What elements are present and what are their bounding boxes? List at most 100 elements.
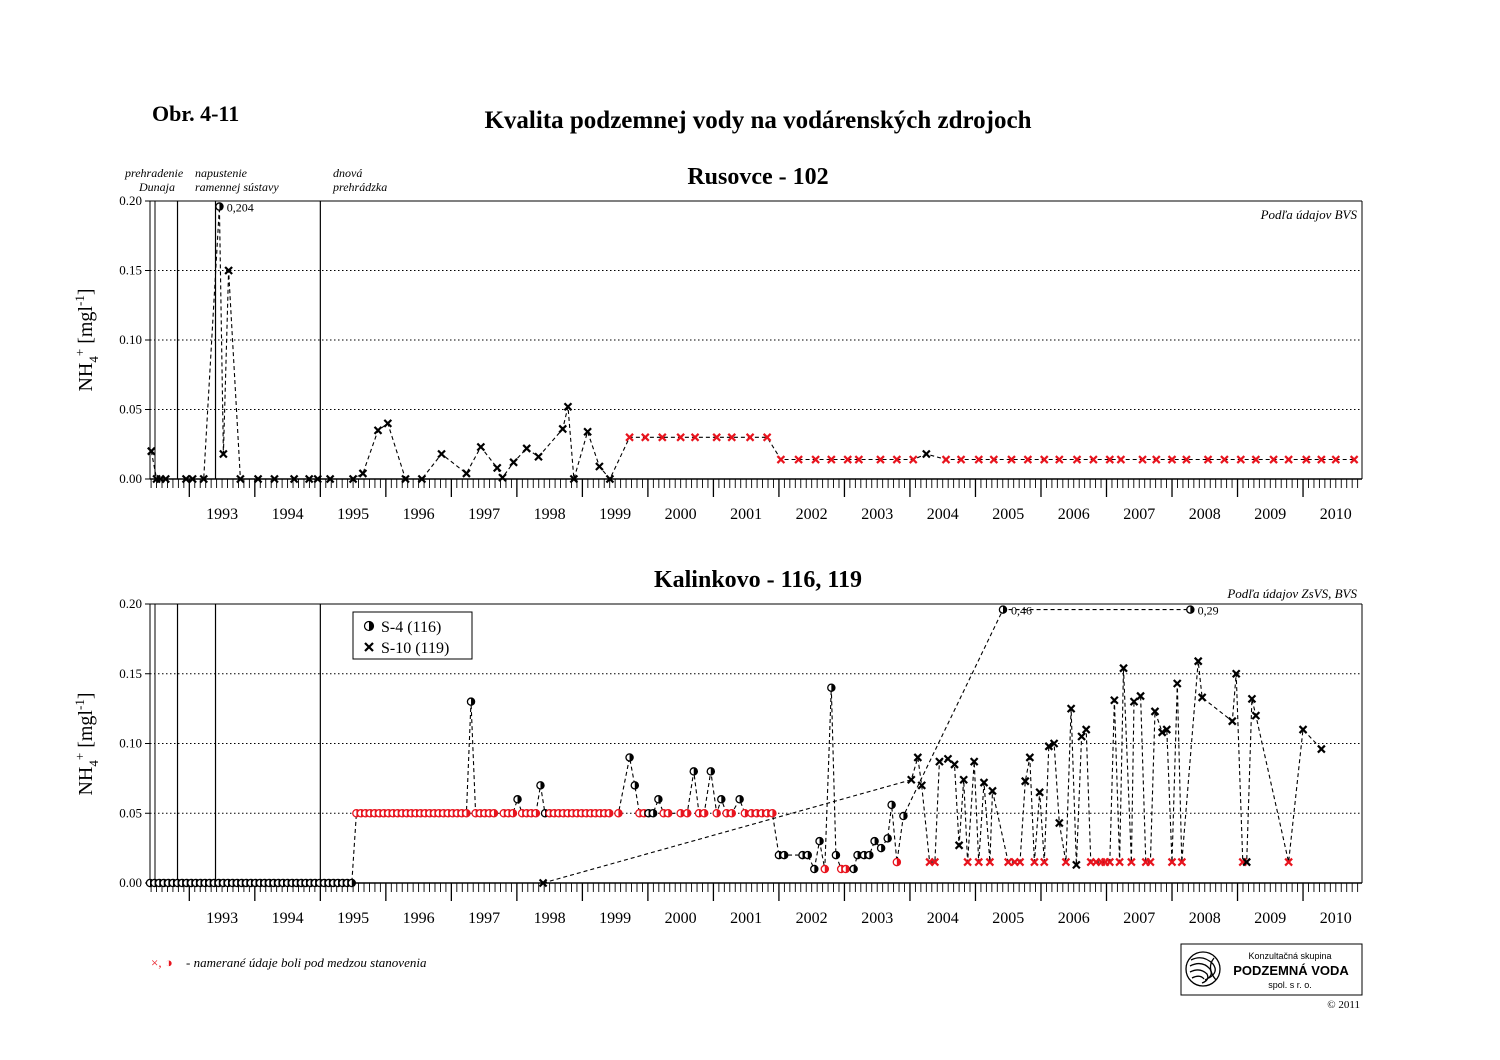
x-tick-label: 1996 [403,910,435,927]
chart-title-kalinkovo: Kalinkovo - 116, 119 [654,567,862,593]
data-point-cross [827,455,836,464]
data-point-half-circle [820,864,830,874]
data-point-cross [199,474,208,484]
data-point-half-circle [735,795,744,804]
footnote-text: - namerané údaje boli pod medzou stanove… [186,955,427,970]
data-point-cross [1247,694,1257,704]
data-point-half-circle [870,836,879,846]
data-point-cross [1072,860,1081,870]
data-point-half-circle [614,809,623,818]
data-point-cross [538,878,548,888]
data-point-cross [1193,656,1203,666]
data-point-cross [373,426,383,435]
data-point-cross [1228,716,1237,726]
data-point-half-circle [768,809,777,818]
data-point-half-circle [892,857,902,867]
spiral-logo-icon [1185,951,1221,987]
y-tick-label: 0.00 [119,471,142,486]
y-tick-label: 0.00 [119,875,142,890]
logo-line3: spol. s r. o. [1268,980,1312,990]
y-tick-label: 0.15 [119,263,142,278]
data-point-cross [1197,693,1207,702]
data-point-half-circle [827,683,836,692]
data-point-cross [1039,857,1049,867]
data-point-cross [1066,704,1076,713]
data-point-cross [1003,857,1013,867]
data-point-cross [954,841,964,850]
data-point-cross [1284,455,1293,464]
data-point-cross [1023,455,1033,464]
data-point-cross [943,754,953,764]
x-tick-label: 2005 [992,506,1024,523]
data-point-cross [492,463,502,473]
data-point-half-circle [663,809,673,818]
x-tick-label: 1998 [534,910,566,927]
data-point-cross [358,469,368,478]
data-point-cross [1251,455,1261,464]
data-point-cross [476,442,486,452]
data-point-cross [1061,857,1071,867]
data-point-cross [558,424,568,434]
x-tick-label: 2006 [1058,910,1090,927]
data-point-cross [1298,725,1308,734]
data-point-half-circle [604,809,614,818]
y-tick-label: 0.05 [119,805,142,820]
data-point-half-circle [883,834,892,843]
data-point-cross [1025,753,1035,762]
data-point-cross [1162,725,1172,734]
data-point-half-circle [815,836,824,846]
x-tick-label: 2006 [1058,506,1090,523]
data-point-cross [959,775,968,785]
event-label-damming-line2: Dunaja [138,180,175,194]
data-point-cross [1220,455,1229,464]
data-point-cross [1116,455,1126,464]
legend-box [352,611,473,660]
x-tick-label: 1995 [337,506,369,523]
data-point-cross [941,455,951,464]
data-point-cross [935,757,944,766]
data-point-cross [1317,455,1326,464]
legend-cross-icon [364,642,374,652]
data-point-cross [1035,788,1044,797]
data-point-cross [854,455,864,464]
x-tick-label: 1997 [468,910,500,927]
data-point-cross [1150,707,1160,716]
x-tick-label: 2002 [796,506,828,523]
data-point-half-circle [508,809,518,818]
logo-line2: PODZEMNÁ VODA [1233,963,1349,978]
data-point-cross [569,474,579,484]
data-point-cross [1081,725,1091,734]
data-point-half-circle [215,202,224,211]
x-tick-label: 2001 [730,506,762,523]
data-point-cross [583,427,592,437]
data-point-half-circle [347,878,357,888]
data-point-half-circle [810,864,819,874]
data-point-cross [522,444,531,453]
source-note-rusovce: Podľa údajov BVS [1260,207,1358,222]
data-point-half-circle [682,809,692,818]
data-point-cross [930,857,940,867]
data-point-cross [1182,455,1191,464]
data-point-cross [1055,818,1064,828]
data-point-cross [1072,455,1082,464]
data-point-cross [1007,455,1016,464]
x-tick-label: 1997 [468,506,500,523]
x-tick-label: 2009 [1254,506,1286,523]
data-point-cross [658,433,667,442]
data-point-half-circle [654,795,663,804]
data-point-half-circle [712,809,721,818]
data-point-half-circle [625,753,634,762]
data-point-cross [906,775,916,785]
copyright: © 2011 [1327,999,1360,1011]
data-point-cross [794,455,803,464]
data-point-cross [1049,739,1059,748]
data-point-cross [985,857,995,867]
data-point-half-circle [630,781,640,790]
data-point-cross [498,473,507,482]
data-point-cross [563,402,573,411]
data-point-cross [1231,669,1241,679]
x-tick-label: 1994 [272,910,304,927]
x-tick-label: 2007 [1123,506,1155,523]
data-point-cross [625,433,634,442]
